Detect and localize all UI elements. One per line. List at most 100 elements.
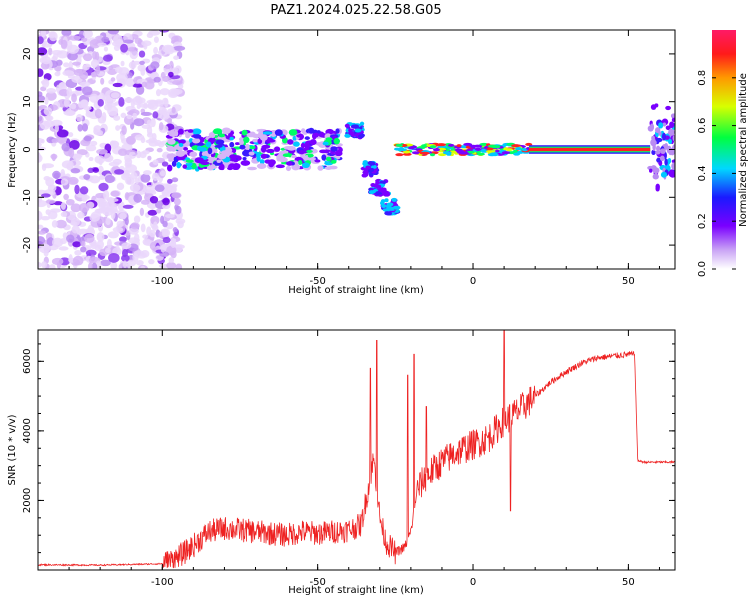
- noise-blob: [129, 200, 136, 206]
- band-blob: [242, 149, 252, 157]
- band-blob: [207, 157, 215, 161]
- noise-blob: [66, 234, 75, 243]
- noise-blob: [139, 103, 150, 108]
- noise-blob: [101, 111, 107, 122]
- band-blob: [334, 150, 343, 157]
- noise-blob: [143, 170, 152, 176]
- noise-blob: [128, 151, 137, 159]
- noise-blob: [94, 129, 104, 136]
- band-blob: [240, 160, 251, 166]
- noise-blob: [46, 88, 57, 94]
- band-blob: [178, 128, 184, 135]
- branch-blob: [363, 172, 369, 177]
- band-blob: [218, 133, 226, 138]
- noise-blob: [140, 223, 146, 233]
- noise-blob: [124, 217, 129, 226]
- noise-blob: [114, 169, 125, 175]
- noise-blob: [171, 185, 177, 193]
- noise-blob: [140, 173, 151, 183]
- edge-blob: [660, 148, 666, 154]
- branch-blob: [351, 124, 360, 129]
- snr-xlabel: Height of straight line (km): [288, 585, 424, 596]
- edge-blob: [658, 131, 662, 136]
- noise-blob: [151, 132, 157, 141]
- noise-blob: [171, 192, 182, 199]
- band-blob: [304, 142, 310, 150]
- line-blob: [466, 150, 475, 154]
- band-blob: [175, 150, 186, 157]
- noise-blob: [78, 202, 90, 213]
- line-blob: [450, 150, 457, 154]
- band-blob: [260, 146, 267, 153]
- noise-blob: [164, 45, 175, 55]
- noise-blob: [100, 77, 105, 85]
- noise-blob: [60, 169, 65, 177]
- noise-blob: [129, 49, 139, 60]
- band-blob: [262, 131, 273, 135]
- noise-blob: [38, 146, 46, 151]
- noise-blob: [40, 215, 51, 221]
- edge-blob: [669, 147, 675, 156]
- noise-blob: [149, 196, 159, 204]
- band-blob: [171, 160, 177, 167]
- line-blob: [489, 153, 499, 157]
- noise-blob: [107, 196, 114, 203]
- noise-blob: [121, 242, 132, 250]
- band-blob: [217, 153, 227, 160]
- edge-blob: [650, 104, 657, 110]
- noise-blob: [108, 252, 120, 263]
- noise-blob: [67, 52, 78, 61]
- band-blob: [307, 153, 313, 158]
- band-blob: [293, 141, 300, 147]
- noise-blob: [54, 71, 61, 77]
- noise-blob: [38, 106, 44, 111]
- noise-blob: [141, 124, 153, 129]
- edge-blob: [652, 167, 660, 174]
- noise-blob: [38, 137, 44, 144]
- band-blob: [330, 159, 337, 164]
- band-blob: [229, 141, 235, 148]
- noise-blob: [110, 261, 118, 269]
- noise-blob: [60, 211, 68, 217]
- noise-blob: [41, 43, 53, 48]
- branch-blob: [385, 211, 393, 216]
- line-blob: [411, 151, 420, 155]
- band-blob: [215, 139, 225, 145]
- branch-blob: [381, 180, 387, 185]
- noise-blob: [162, 220, 168, 228]
- edge-blob: [656, 146, 661, 152]
- noise-blob: [81, 123, 89, 132]
- branch-blob: [367, 161, 374, 166]
- band-blob: [260, 153, 267, 159]
- band-blob: [166, 164, 173, 172]
- band-blob: [229, 163, 236, 168]
- band-blob: [266, 136, 271, 144]
- noise-blob: [61, 160, 74, 169]
- band-blob: [242, 157, 247, 161]
- noise-blob: [79, 81, 91, 87]
- branch-blob: [375, 184, 382, 189]
- noise-blob: [161, 229, 169, 238]
- noise-blob: [63, 109, 76, 116]
- noise-blob: [138, 50, 146, 58]
- noise-blob: [130, 171, 138, 180]
- noise-blob: [76, 113, 83, 122]
- noise-blob: [133, 215, 141, 224]
- noise-blob: [77, 228, 89, 235]
- noise-blob: [72, 61, 81, 66]
- figure-title: PAZ1.2024.025.22.58.G05: [270, 3, 441, 18]
- noise-blob: [90, 241, 98, 250]
- branch-blob: [392, 205, 401, 210]
- noise-blob: [91, 262, 98, 269]
- noise-blob: [177, 84, 184, 89]
- noise-blob: [162, 197, 170, 206]
- noise-blob: [38, 36, 44, 45]
- line-blob: [429, 153, 436, 157]
- noise-blob: [102, 95, 109, 101]
- noise-blob: [38, 243, 50, 248]
- noise-blob: [160, 244, 166, 253]
- line-blob: [495, 149, 500, 153]
- band-blob: [182, 164, 188, 169]
- line-blob: [419, 151, 430, 155]
